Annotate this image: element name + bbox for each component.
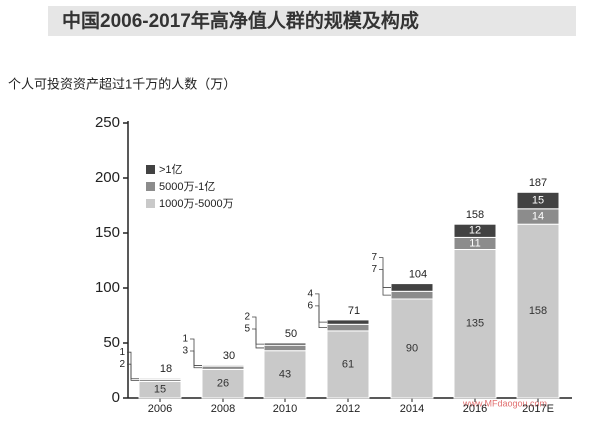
data-label: 26: [217, 378, 229, 390]
data-label: 43: [279, 368, 291, 380]
y-tick-label: 150: [95, 224, 120, 241]
total-label: 104: [409, 269, 427, 281]
y-tick-label: 0: [112, 389, 120, 406]
data-label: 12: [469, 225, 481, 237]
bar-segment: [516, 191, 560, 210]
y-tick-label: 250: [95, 114, 120, 131]
label-bracket: [127, 363, 139, 381]
data-label: 1: [182, 334, 188, 345]
bar-segment: [326, 319, 370, 325]
y-tick-label: 200: [95, 169, 120, 186]
bar-segment: [390, 298, 434, 399]
bar-segment: [263, 350, 307, 399]
label-bracket: [252, 328, 264, 349]
data-label: 15: [532, 194, 544, 206]
bar-segment: [138, 377, 182, 380]
total-label: 50: [285, 328, 297, 340]
y-tick-label: 100: [95, 279, 120, 296]
bar-segment: [516, 223, 560, 399]
x-tick-label: 2010: [273, 403, 297, 415]
data-label: 2: [244, 312, 250, 323]
label-bracket: [379, 269, 391, 296]
x-tick-label: 2014: [400, 403, 424, 415]
legend-swatch: [146, 165, 155, 174]
label-bracket: [379, 257, 391, 288]
data-label: 4: [307, 289, 313, 300]
data-label: 7: [371, 252, 377, 263]
data-label: 14: [532, 210, 544, 222]
label-bracket: [190, 338, 202, 366]
legend-swatch: [146, 199, 155, 208]
data-label: 90: [406, 342, 418, 354]
chart-subtitle: 个人可投资资产超过1千万的人数（万）: [8, 76, 236, 91]
label-bracket: [315, 305, 327, 329]
data-label: 61: [342, 358, 354, 370]
data-label: 1: [119, 347, 125, 358]
chart-title: 中国2006-2017年高净值人群的规模及构成: [62, 9, 419, 32]
data-label: 6: [307, 301, 313, 312]
data-label: 7: [371, 264, 377, 275]
x-tick-label: 2016: [463, 403, 487, 415]
total-label: 158: [466, 209, 484, 221]
bar-segment: [263, 344, 307, 352]
y-tick-label: 50: [103, 334, 120, 351]
legend-swatch: [146, 182, 155, 191]
data-label: 15: [154, 384, 166, 396]
bar-segment: [390, 283, 434, 292]
label-bracket: [127, 351, 139, 380]
legend-label: 1000万-5000万: [159, 198, 234, 210]
data-label: 5: [244, 324, 250, 335]
label-bracket: [315, 293, 327, 323]
total-label: 187: [529, 177, 547, 189]
legend-label: >1亿: [159, 163, 183, 176]
bar-segment: [326, 323, 370, 332]
data-label: 2: [119, 359, 125, 370]
label-bracket: [252, 316, 264, 345]
data-label: 11: [469, 237, 480, 249]
bar-segment: [201, 364, 245, 367]
bar-segment: [326, 330, 370, 399]
bar-segment: [453, 223, 497, 238]
bar-segment: [263, 342, 307, 346]
total-label: 30: [223, 350, 235, 362]
data-label: 158: [529, 305, 547, 317]
data-label: 135: [466, 318, 484, 330]
data-label: 3: [182, 346, 188, 357]
watermark: www.MFdaogou.com: [462, 398, 547, 408]
x-tick-label: 2012: [336, 403, 360, 415]
title-band: [48, 6, 576, 36]
bar-segment: [390, 290, 434, 300]
total-label: 71: [348, 305, 360, 317]
x-tick-label: 2006: [148, 403, 172, 415]
legend-label: 5000万-1亿: [159, 180, 215, 193]
total-label: 18: [160, 363, 172, 375]
x-tick-label: 2008: [211, 403, 235, 415]
x-tick-label: 2017E: [522, 403, 554, 415]
